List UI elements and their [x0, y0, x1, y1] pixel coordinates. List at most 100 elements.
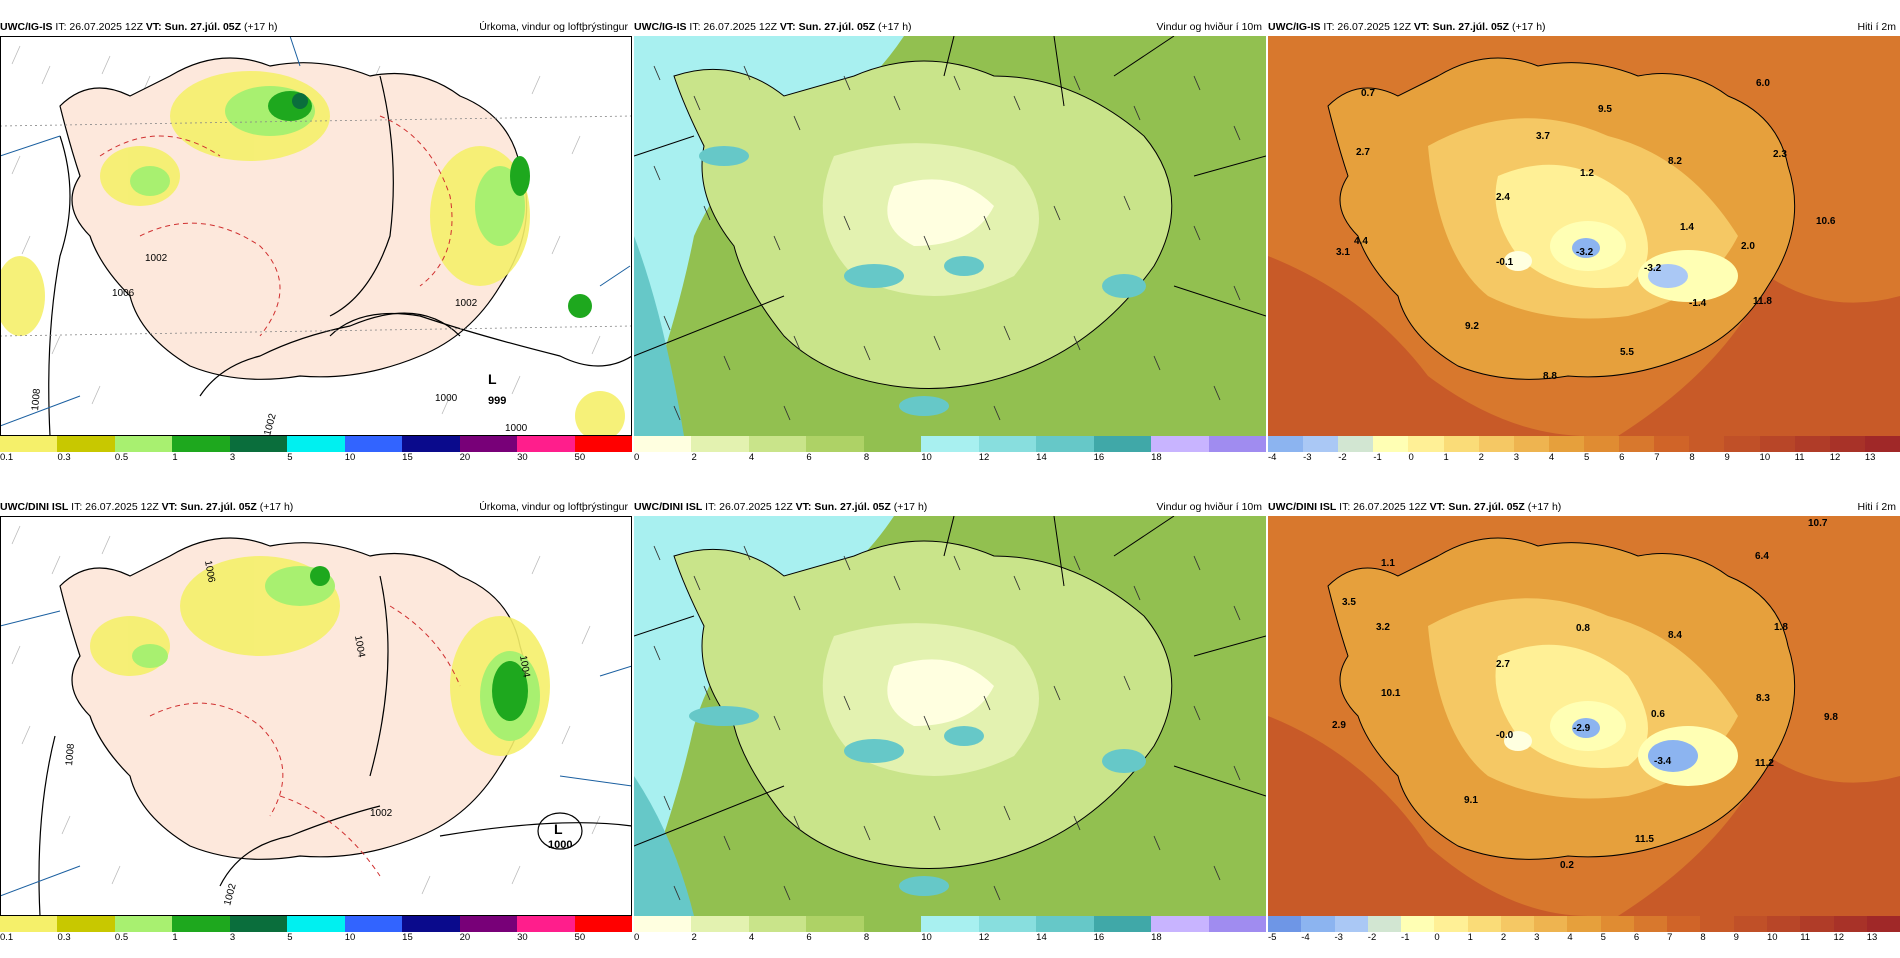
- legend-color: [748, 916, 807, 932]
- legend-color: [1301, 916, 1335, 932]
- legend-tick: 10: [344, 452, 356, 463]
- wind-map: [634, 516, 1266, 916]
- isobar-label: 1002: [262, 412, 278, 436]
- init-time: IT: 26.07.2025 12Z: [1323, 21, 1411, 33]
- legend-tick: 30: [517, 452, 528, 463]
- low-label: L: [554, 821, 563, 837]
- legend-color: [172, 436, 230, 452]
- legend-color: [229, 436, 288, 452]
- temp-value: 0.2: [1560, 860, 1574, 871]
- legend-tick: 0.3: [57, 452, 71, 463]
- temp-value: 8.4: [1668, 630, 1682, 641]
- temp-value: -3.2: [1644, 263, 1662, 274]
- temp-value: 3.1: [1336, 247, 1350, 258]
- temp-value: 1.4: [1680, 222, 1694, 233]
- legend-color: [1733, 916, 1767, 932]
- legend-labels: 0 2 4 6 8 10 12 14 16 18: [634, 452, 1266, 464]
- parameter-name: Vindur og hviður í 10m: [1156, 501, 1262, 513]
- temp-value: 1.1: [1381, 558, 1395, 569]
- legend-tick: 4: [748, 452, 755, 463]
- low-value: 999: [488, 395, 506, 407]
- precip-map: L 999 1008 1002 1002 1000 1000 1002 1006: [0, 36, 632, 436]
- temp-value: 4.4: [1354, 236, 1368, 247]
- temp-value: 2.7: [1356, 147, 1370, 158]
- parameter-name: Hiti í 2m: [1857, 501, 1896, 513]
- legend-color: [1036, 436, 1094, 452]
- legend-tick: -2: [1338, 452, 1347, 463]
- legend-color: [517, 916, 575, 932]
- panel-title: UWC/IG-IS IT: 26.07.2025 12Z VT: Sun. 27…: [1268, 18, 1900, 36]
- legend-color: [1151, 436, 1209, 452]
- legend-color: [1093, 436, 1152, 452]
- legend-color: [1654, 436, 1690, 452]
- temp-value: 3.2: [1376, 622, 1390, 633]
- legend-color: [344, 436, 403, 452]
- legend-color: [1633, 916, 1668, 932]
- temp-value: 0.6: [1651, 709, 1665, 720]
- legend-color: [287, 916, 345, 932]
- legend-color: [1268, 436, 1304, 452]
- legend-color: [1434, 916, 1468, 932]
- init-time: IT: 26.07.2025 12Z: [689, 21, 777, 33]
- temp-value: 8.3: [1756, 693, 1770, 704]
- legend-color: [921, 436, 979, 452]
- legend-tick: 12: [1829, 452, 1841, 463]
- precip-legend: 0.1 0.3 0.5 1 3 5 10 15 20 30 50: [0, 916, 632, 946]
- temp-value: 9.2: [1465, 321, 1479, 332]
- panel-wind-row1: UWC/IG-IS IT: 26.07.2025 12Z VT: Sun. 27…: [634, 18, 1266, 478]
- legend-color: [921, 916, 979, 932]
- legend-color: [1829, 436, 1865, 452]
- legend-tick: 3: [1534, 932, 1540, 943]
- legend-tick: 14: [1036, 932, 1047, 943]
- temp-value: 9.1: [1464, 795, 1478, 806]
- legend-bar: [1268, 436, 1900, 452]
- legend-color: [863, 436, 922, 452]
- legend-tick: -4: [1301, 932, 1310, 943]
- legend-tick: 0.3: [57, 932, 71, 943]
- legend-tick: 16: [1093, 932, 1105, 943]
- wind-legend: 0 2 4 6 8 10 12 14 16 18: [634, 436, 1266, 466]
- temp-map: 0.7 6.0 9.5 3.7 2.7 1.2 8.2 2.3 2.4 1.4 …: [1268, 36, 1900, 436]
- legend-tick: 50: [574, 932, 586, 943]
- legend-bar: [634, 916, 1266, 932]
- temp-value: 5.5: [1620, 347, 1634, 358]
- legend-color: [1766, 916, 1801, 932]
- vt-label: VT:: [161, 501, 178, 513]
- isobar-label: 1000: [505, 423, 528, 434]
- panel-temp-row1: UWC/IG-IS IT: 26.07.2025 12Z VT: Sun. 27…: [1268, 18, 1900, 478]
- legend-tick: 6: [1619, 452, 1625, 463]
- legend-tick: 6: [806, 932, 812, 943]
- temp-legend: -5 -4 -3 -2 -1 0 1 2 3 4 5 6 7 8 9 10 11 12 13: [1268, 916, 1900, 946]
- init-time: IT: 26.07.2025 12Z: [705, 501, 793, 513]
- legend-tick: 12: [1833, 932, 1845, 943]
- isobar-label: 1002: [145, 253, 168, 264]
- legend-tick: 2: [691, 452, 697, 463]
- legend-color: [1864, 436, 1900, 452]
- legend-color: [287, 436, 345, 452]
- model-name: UWC/IG-IS: [634, 21, 687, 33]
- legend-tick: -3: [1303, 452, 1312, 463]
- legend-color: [1036, 916, 1094, 932]
- legend-color: [1500, 916, 1535, 932]
- temp-value: 10.6: [1816, 216, 1836, 227]
- legend-bar: [1268, 916, 1900, 932]
- legend-tick: 6: [806, 452, 812, 463]
- temp-value: 6.4: [1755, 551, 1769, 562]
- legend-tick: 4: [1567, 932, 1573, 943]
- legend-color: [114, 436, 173, 452]
- parameter-name: Úrkoma, vindur og loftþrýstingur: [479, 501, 628, 513]
- legend-tick: 8: [1700, 932, 1706, 943]
- temp-value: 9.8: [1824, 712, 1838, 723]
- temp-value: -1.4: [1689, 298, 1707, 309]
- legend-color: [459, 436, 518, 452]
- legend-color: [806, 436, 864, 452]
- forecast-step: (+17 h): [1527, 501, 1562, 513]
- vt-label: VT:: [779, 21, 796, 33]
- legend-tick: 50: [574, 452, 586, 463]
- legend-color: [1619, 436, 1655, 452]
- legend-tick: 0.5: [114, 932, 129, 943]
- temp-value: 11.8: [1753, 296, 1772, 307]
- legend-color: [1534, 916, 1568, 932]
- legend-color: [459, 916, 518, 932]
- legend-color: [1667, 916, 1701, 932]
